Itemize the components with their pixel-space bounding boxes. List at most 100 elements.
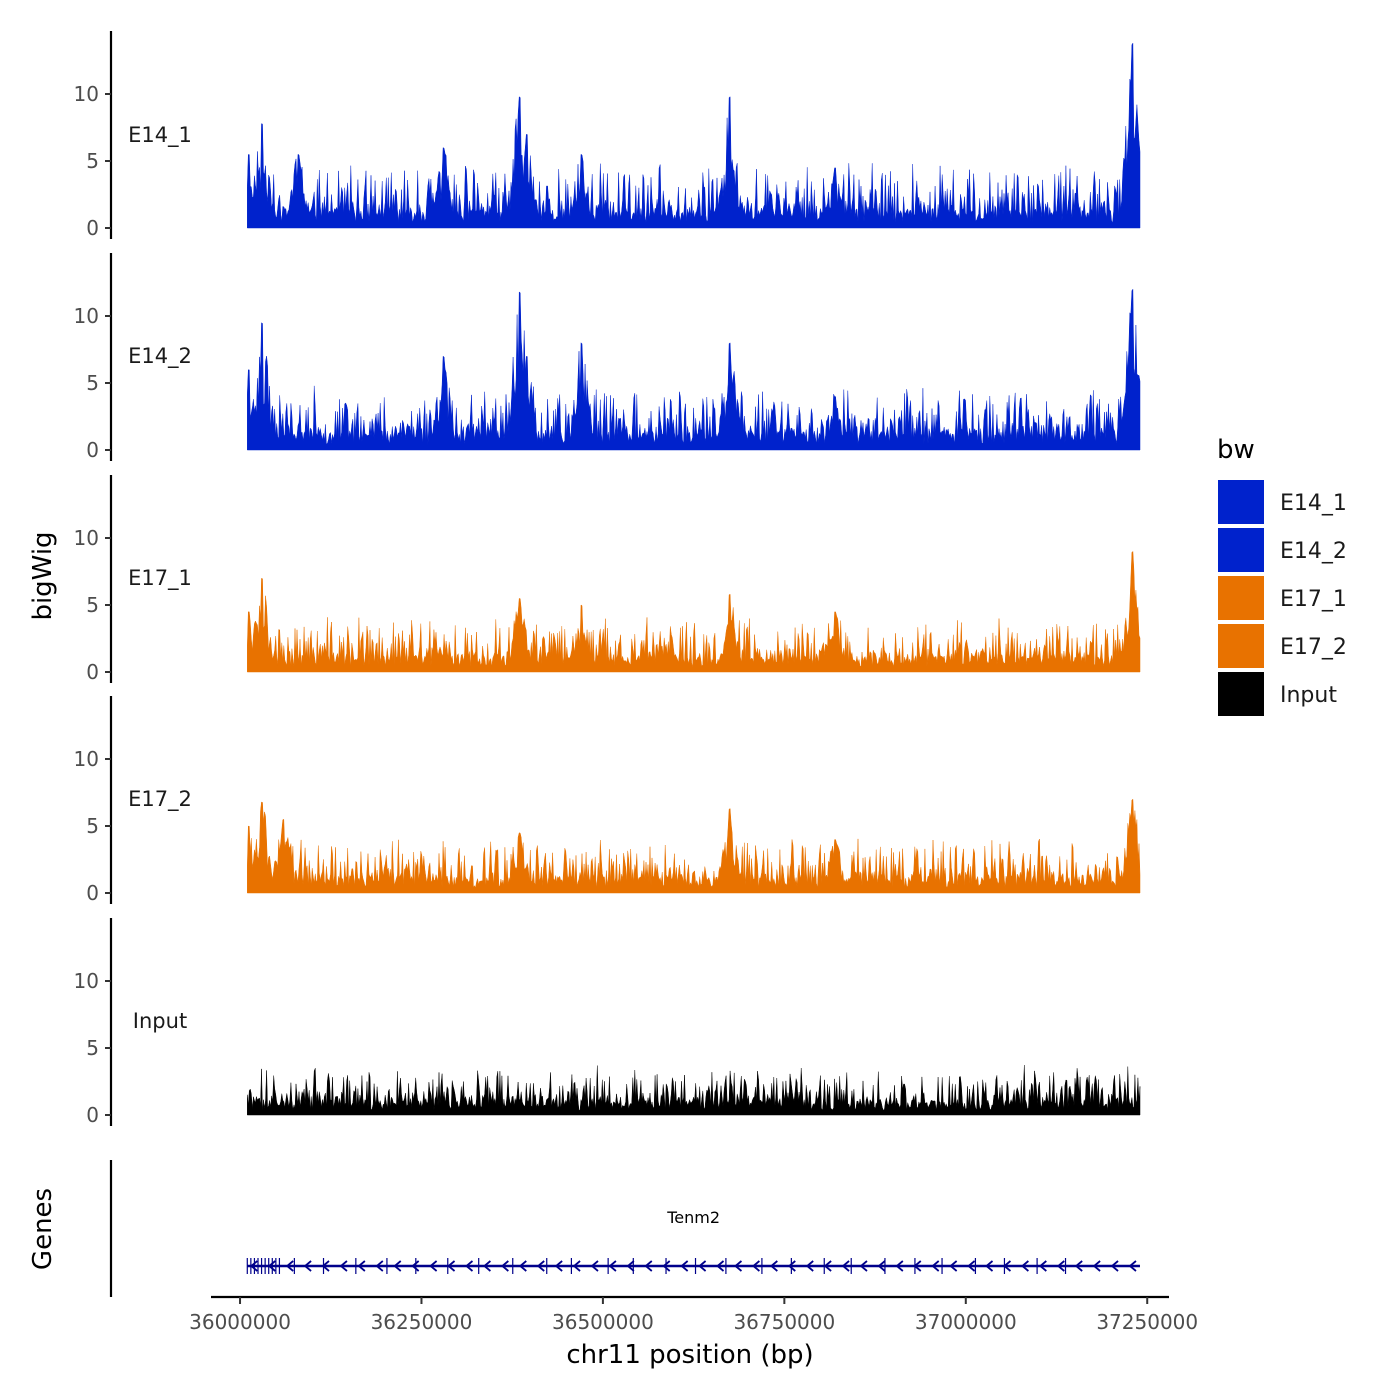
y-tick-label: 10 (74, 526, 99, 550)
strand-arrow (680, 1260, 689, 1272)
x-tick-label: 37000000 (915, 1310, 1017, 1334)
strand-arrow (285, 1260, 294, 1272)
legend-swatch (1218, 624, 1264, 668)
x-axis-title: chr11 position (bp) (566, 1340, 813, 1370)
legend-swatch (1218, 672, 1264, 716)
y-tick-label: 0 (86, 216, 99, 240)
y-tick-label: 0 (86, 881, 99, 905)
strand-arrow (465, 1260, 474, 1272)
track-label: E14_2 (128, 344, 192, 369)
legend-label: E14_1 (1280, 491, 1347, 516)
strand-arrow (375, 1260, 384, 1272)
strand-arrow (949, 1260, 958, 1272)
strand-arrow (339, 1260, 348, 1272)
strand-arrow (985, 1260, 994, 1272)
strand-arrow (841, 1260, 850, 1272)
strand-arrow (967, 1260, 976, 1272)
strand-arrow (1074, 1260, 1083, 1272)
x-tick-label: 36500000 (552, 1310, 654, 1334)
x-axis: 36000000 36250000 36500000 36750000 37000000… (189, 1295, 1198, 1334)
strand-arrow (411, 1260, 420, 1272)
strand-arrow (249, 1260, 258, 1272)
signal-area (247, 550, 1141, 673)
strand-arrow (877, 1260, 886, 1272)
strand-arrow (1110, 1260, 1119, 1272)
panel-e17-2: 0 5 10 E17_2 (74, 696, 1141, 905)
track-label: E14_1 (128, 123, 192, 148)
panel-e17-1: 0 5 10 E17_1 (74, 475, 1141, 684)
track-label: E17_1 (128, 566, 192, 591)
strand-arrow (895, 1260, 904, 1272)
legend-label: E14_2 (1280, 539, 1347, 564)
legend-label: E17_1 (1280, 587, 1347, 612)
strand-arrow (931, 1260, 940, 1272)
strand-arrow (769, 1260, 778, 1272)
strand-arrow (859, 1260, 868, 1272)
y-tick-label: 10 (74, 304, 99, 328)
legend-label: E17_2 (1280, 635, 1347, 660)
y-tick-label: 5 (86, 593, 99, 617)
strand-arrow (751, 1260, 760, 1272)
x-tick-label: 36750000 (733, 1310, 835, 1334)
genes-track: Tenm2 (109, 1160, 1140, 1297)
signal-area (247, 1065, 1141, 1116)
gene-label: Tenm2 (666, 1208, 720, 1227)
x-tick-label: 36000000 (189, 1310, 291, 1334)
strand-arrow (805, 1260, 814, 1272)
strand-arrow (1003, 1260, 1012, 1272)
strand-arrow (1056, 1260, 1065, 1272)
strand-arrow (644, 1260, 653, 1272)
strand-arrow (303, 1260, 312, 1272)
legend-label: Input (1280, 683, 1337, 708)
strand-arrow (662, 1260, 671, 1272)
signal-area (247, 798, 1141, 894)
y-tick-label: 5 (86, 149, 99, 173)
y-tick-label: 0 (86, 438, 99, 462)
track-label: Input (133, 1009, 187, 1033)
strand-arrow (447, 1260, 456, 1272)
strand-arrow (787, 1260, 796, 1272)
y-tick-label: 5 (86, 371, 99, 395)
strand-arrow (913, 1260, 922, 1272)
strand-arrow (1128, 1260, 1137, 1272)
strand-arrow (1038, 1260, 1047, 1272)
genes-track-title: Genes (28, 1188, 58, 1270)
legend: bw E14_1 E14_2 E17_1 E17_2 Input (1217, 435, 1347, 716)
track-label: E17_2 (128, 787, 192, 812)
strand-arrow (267, 1260, 276, 1272)
strand-arrow (1020, 1260, 1029, 1272)
legend-swatch (1218, 576, 1264, 620)
panel-e14-1: 0 5 10 E14_1 (74, 31, 1141, 240)
x-tick-label: 37250000 (1096, 1310, 1198, 1334)
panel-e14-2: 0 5 10 E14_2 (74, 253, 1141, 462)
y-axis-title: bigWig (28, 531, 58, 620)
legend-swatch (1218, 480, 1264, 524)
strand-arrow (554, 1260, 563, 1272)
strand-arrow (734, 1260, 743, 1272)
strand-arrow (536, 1260, 545, 1272)
strand-arrow (698, 1260, 707, 1272)
strand-arrow (518, 1260, 527, 1272)
x-tick-label: 36250000 (371, 1310, 473, 1334)
strand-arrow (393, 1260, 402, 1272)
y-tick-label: 0 (86, 1103, 99, 1127)
y-tick-label: 5 (86, 814, 99, 838)
y-tick-label: 10 (74, 969, 99, 993)
strand-arrow (608, 1260, 617, 1272)
strand-arrow (357, 1260, 366, 1272)
y-tick-label: 5 (86, 1036, 99, 1060)
y-tick-label: 10 (74, 82, 99, 106)
strand-arrow (572, 1260, 581, 1272)
strand-arrow (429, 1260, 438, 1272)
strand-arrow (1092, 1260, 1101, 1272)
strand-arrow (716, 1260, 725, 1272)
strand-arrow (590, 1260, 599, 1272)
signal-area (247, 42, 1141, 229)
strand-arrow (823, 1260, 832, 1272)
strand-arrow (321, 1260, 330, 1272)
y-tick-label: 10 (74, 747, 99, 771)
strand-arrow (626, 1260, 635, 1272)
legend-title: bw (1217, 435, 1255, 465)
strand-arrow (483, 1260, 491, 1272)
panel-input: 0 5 10 Input (74, 918, 1141, 1127)
